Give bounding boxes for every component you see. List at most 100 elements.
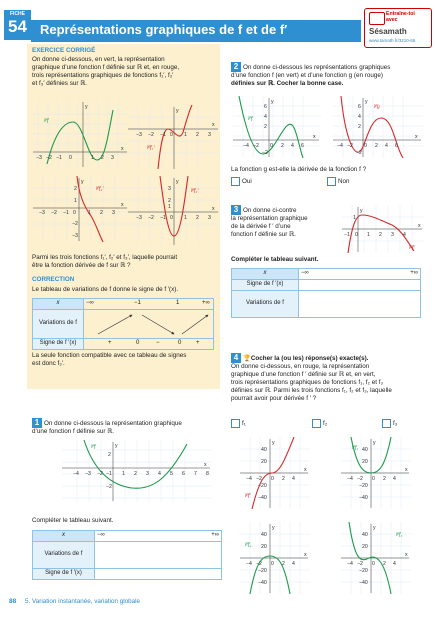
svg-text:0: 0 bbox=[372, 476, 375, 482]
checkbox[interactable] bbox=[382, 419, 391, 428]
svg-text:4: 4 bbox=[292, 476, 295, 482]
svg-text:2: 2 bbox=[383, 476, 386, 482]
svg-text:8: 8 bbox=[206, 471, 209, 477]
option-f3[interactable]: f₃ bbox=[382, 419, 397, 428]
svg-text:1: 1 bbox=[184, 132, 187, 138]
text-line: Parmi les trois fonctions f₁′, f₂′ et f₃… bbox=[32, 254, 178, 261]
svg-text:3: 3 bbox=[111, 155, 114, 161]
trophy-icon: 🏆 bbox=[243, 355, 251, 362]
answer-cell[interactable] bbox=[94, 568, 222, 580]
svg-text:6: 6 bbox=[395, 143, 398, 149]
graph-exercise-3: 𝒞f′ −1 0 1 2 3 4 1yx bbox=[342, 205, 424, 254]
svg-text:3: 3 bbox=[391, 232, 394, 238]
correction-line: Le tableau de variations de f donne le s… bbox=[32, 286, 179, 293]
svg-text:x: x bbox=[121, 146, 124, 152]
svg-text:−3: −3 bbox=[136, 215, 142, 221]
variations-label: Variations de f bbox=[231, 290, 299, 318]
checkbox[interactable] bbox=[327, 177, 336, 186]
sesamath-url[interactable]: www.tamath.fr/3210-65 bbox=[369, 38, 416, 43]
svg-text:0: 0 bbox=[271, 476, 274, 482]
sesamath-line1: Entraîne-toi bbox=[386, 11, 415, 17]
svg-text:y: y bbox=[272, 525, 275, 531]
text-line: On donne ci-dessous, en vert, la représe… bbox=[32, 56, 165, 63]
svg-text:2: 2 bbox=[168, 198, 171, 204]
svg-text:5: 5 bbox=[170, 471, 173, 477]
answer-cell[interactable] bbox=[298, 290, 421, 318]
text-line: La seule fonction compatible avec ce tab… bbox=[32, 352, 187, 359]
text-line: On donne ci-dessous, en rouge, la représ… bbox=[231, 363, 370, 371]
svg-text:40: 40 bbox=[362, 532, 368, 538]
svg-text:20: 20 bbox=[362, 459, 368, 465]
answer-cell[interactable] bbox=[94, 541, 222, 569]
svg-text:4: 4 bbox=[158, 471, 161, 477]
svg-text:x: x bbox=[415, 134, 418, 140]
exercise-2-text: 2 On donne ci-dessous les représentations… bbox=[231, 62, 431, 88]
svg-text:1: 1 bbox=[88, 210, 91, 216]
svg-text:y: y bbox=[176, 179, 179, 185]
svg-text:x: x bbox=[212, 122, 215, 128]
correction-table: x −∞ −1 1 +∞ Variations de f Signe de f … bbox=[32, 298, 214, 350]
svg-text:−20: −20 bbox=[258, 568, 267, 574]
svg-text:−4: −4 bbox=[337, 143, 343, 149]
svg-text:−2: −2 bbox=[357, 476, 363, 482]
x-value: −∞ bbox=[86, 300, 94, 306]
svg-text:−4: −4 bbox=[246, 476, 252, 482]
svg-text:2: 2 bbox=[375, 143, 378, 149]
text-line: définies sur ℝ. Cocher la bonne case. bbox=[231, 80, 344, 88]
chapter-footer: 5. Variation instantanée, variation glob… bbox=[25, 598, 141, 605]
svg-text:2: 2 bbox=[358, 124, 361, 130]
option-oui[interactable]: Oui bbox=[231, 177, 252, 186]
text-line: On donne ci-dessous les représentations … bbox=[243, 64, 391, 71]
svg-text:−2: −2 bbox=[347, 143, 353, 149]
svg-text:y: y bbox=[176, 108, 179, 114]
svg-text:y: y bbox=[81, 179, 84, 185]
svg-text:−20: −20 bbox=[258, 483, 267, 489]
text-line: pourrait avoir pour dérivée f ′ ? bbox=[231, 395, 317, 403]
svg-text:−20: −20 bbox=[359, 568, 368, 574]
svg-text:1: 1 bbox=[168, 204, 171, 210]
svg-text:1: 1 bbox=[184, 215, 187, 221]
variation-arrows-icon bbox=[97, 314, 209, 335]
svg-text:−1: −1 bbox=[160, 215, 166, 221]
page-title: Représentations graphiques de f et de f′ bbox=[40, 22, 288, 37]
svg-text:−3: −3 bbox=[85, 471, 91, 477]
checkbox[interactable] bbox=[312, 419, 321, 428]
svg-text:2: 2 bbox=[101, 155, 104, 161]
svg-text:40: 40 bbox=[362, 447, 368, 453]
text-line: graphique d’une fonction f ′ définie sur… bbox=[231, 371, 376, 379]
exercise-1-instruction: Compléter le tableau suivant. bbox=[32, 517, 114, 524]
x-value: +∞ bbox=[211, 532, 219, 538]
svg-text:−2: −2 bbox=[253, 143, 259, 149]
svg-text:−2: −2 bbox=[51, 210, 57, 216]
svg-text:−4: −4 bbox=[73, 471, 79, 477]
svg-text:x: x bbox=[204, 462, 207, 468]
option-non[interactable]: Non bbox=[327, 177, 350, 186]
sesamath-box[interactable]: Entraîne-toi avec Sésamath www.tamath.fr/… bbox=[364, 8, 432, 48]
text-line: est donc f₃′. bbox=[32, 360, 65, 368]
option-f1[interactable]: f₁ bbox=[231, 419, 246, 428]
exercice-corrige-question: Parmi les trois fonctions f₁′, f₂′ et f₃… bbox=[32, 254, 218, 270]
option-f2[interactable]: f₂ bbox=[312, 419, 327, 428]
svg-text:4: 4 bbox=[385, 143, 388, 149]
svg-text:6: 6 bbox=[358, 104, 361, 110]
checkbox[interactable] bbox=[231, 177, 240, 186]
svg-text:−2: −2 bbox=[256, 561, 262, 567]
checkbox[interactable] bbox=[231, 419, 240, 428]
svg-text:−2: −2 bbox=[148, 215, 154, 221]
x-value: −∞ bbox=[97, 532, 105, 538]
sign-value: 0 bbox=[178, 340, 182, 346]
svg-text:0: 0 bbox=[73, 210, 76, 216]
svg-text:1: 1 bbox=[353, 215, 356, 221]
svg-text:𝒞f₂′: 𝒞f₂′ bbox=[95, 185, 104, 192]
answer-cell[interactable] bbox=[298, 279, 421, 291]
svg-text:3: 3 bbox=[146, 471, 149, 477]
svg-text:2: 2 bbox=[282, 476, 285, 482]
svg-text:−1: −1 bbox=[160, 132, 166, 138]
text-line: définies sur ℝ. Parmi les trois fonction… bbox=[231, 387, 392, 395]
svg-text:0: 0 bbox=[170, 132, 173, 138]
svg-text:2: 2 bbox=[264, 124, 267, 130]
correction-heading: CORRECTION bbox=[32, 276, 75, 283]
svg-text:𝒞f₁′: 𝒞f₁′ bbox=[146, 144, 155, 151]
svg-text:−40: −40 bbox=[258, 580, 267, 586]
svg-text:y: y bbox=[85, 104, 88, 110]
